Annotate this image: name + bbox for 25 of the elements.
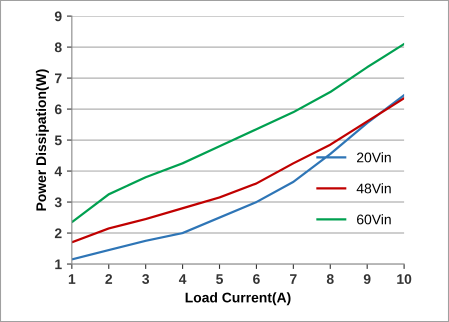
- y-axis-title: Power Dissipation(W): [36, 69, 49, 211]
- y-tick-label: 2: [54, 228, 62, 238]
- y-tick-label: 3: [54, 197, 62, 208]
- y-tick-label: 7: [54, 74, 62, 84]
- legend-label: 48Vin: [356, 183, 391, 194]
- line-series: [72, 42, 404, 224]
- legend-label: 20Vin: [357, 152, 391, 162]
- x-axis-title: Load Current(A): [186, 292, 291, 306]
- y-tick-label: 8: [54, 42, 62, 52]
- x-tick-label: 9: [364, 274, 371, 284]
- legend-label: 60Vin: [357, 214, 391, 224]
- y-tick-label: 1: [55, 260, 62, 270]
- x-tick-label: 4: [178, 274, 186, 284]
- x-tick-label: 8: [326, 274, 334, 284]
- x-tick-label: 7: [290, 274, 297, 284]
- x-tick-label: 3: [142, 274, 150, 284]
- y-tick-label: 4: [54, 166, 62, 176]
- y-tick-label: 5: [54, 136, 62, 146]
- y-tick-label: 9: [54, 11, 62, 22]
- y-tick-label: 6: [54, 104, 62, 114]
- x-tick-label: 2: [105, 274, 112, 284]
- x-tick-label: 10: [397, 274, 412, 284]
- x-tick-label: 1: [68, 274, 76, 284]
- x-tick-label: 6: [253, 274, 260, 284]
- x-tick-label: 5: [216, 274, 223, 284]
